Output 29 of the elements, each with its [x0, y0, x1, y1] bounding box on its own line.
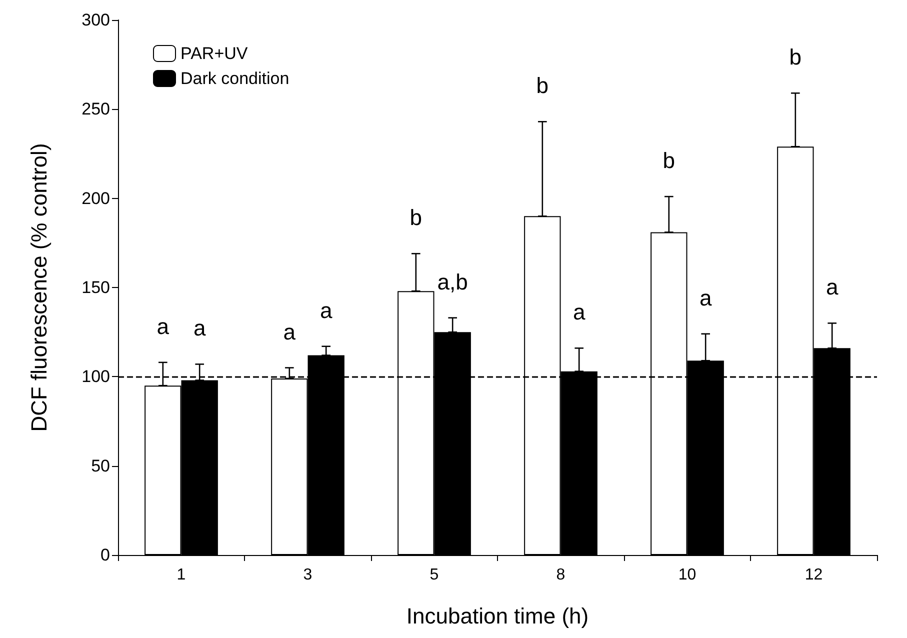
legend-label: PAR+UV [180, 44, 248, 63]
y-tick-label: 300 [82, 10, 110, 30]
y-tick-label: 200 [82, 188, 110, 208]
annotation: a [572, 300, 586, 325]
y-tick-label: 0 [100, 546, 110, 564]
annotation: b [410, 205, 422, 230]
annotation: a [699, 285, 712, 310]
annotation: a [156, 314, 170, 339]
annotation: a [320, 298, 333, 323]
annotation: a [283, 319, 296, 344]
annotation: b [536, 73, 549, 98]
y-tick-label: 100 [82, 367, 110, 386]
x-tick-label: 10 [678, 566, 696, 584]
annotation: a,b [437, 269, 468, 294]
y-tick-label: 250 [82, 100, 110, 119]
x-tick-label: 3 [303, 566, 312, 584]
x-tick-label: 1 [176, 566, 186, 584]
legend-label: Dark condition [180, 69, 290, 88]
y-axis-title: DCF fluorescence (% control) [26, 143, 52, 432]
x-tick-label: 8 [556, 566, 566, 584]
x-tick-label: 5 [430, 566, 439, 584]
y-tick-label: 50 [91, 456, 110, 476]
x-axis-title: Incubation time (h) [406, 604, 589, 628]
x-tick-label: 12 [804, 566, 823, 584]
annotation: b [789, 44, 802, 70]
annotation: a [826, 274, 839, 300]
annotation: b [662, 148, 676, 174]
annotation: a [193, 316, 206, 341]
y-tick-label: 150 [82, 278, 110, 297]
